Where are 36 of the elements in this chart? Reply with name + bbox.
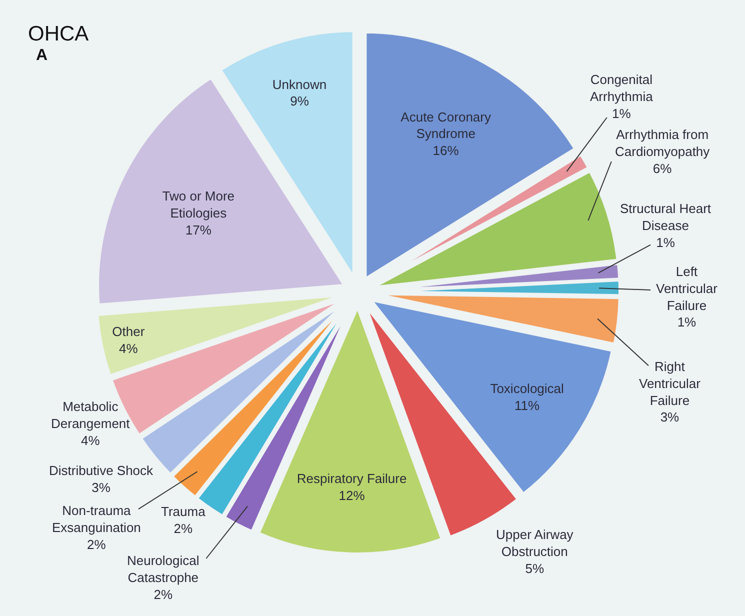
data-label: 1% (612, 106, 632, 121)
slice-label: Right Ventricular Failure (639, 359, 702, 408)
text: A (36, 47, 48, 64)
data-label: 1% (656, 234, 676, 250)
slice-label: Unknown (272, 76, 327, 92)
slice-label: Upper Airway Obstruction (496, 527, 574, 559)
data-label: 2% (154, 586, 173, 602)
slice-label: Two or More Etiologies (162, 188, 235, 220)
data-label: 2% (174, 520, 193, 536)
data-label: 17% (185, 222, 212, 238)
slice-label: Acute Coronary Syndrome (400, 109, 492, 142)
data-label: 16% (432, 143, 460, 158)
data-label: 4% (80, 432, 100, 448)
data-label: 1% (677, 314, 697, 330)
data-label: 9% (290, 94, 310, 109)
data-label: 5% (525, 560, 544, 576)
data-label: 3% (660, 410, 680, 425)
slice-label: Trauma (161, 504, 206, 519)
slice-label: Arrhythmia from Cardiomyopathy (615, 127, 710, 159)
slice-label: Distributive Shock (49, 463, 154, 478)
slice-label: Left Ventricular Failure (656, 264, 718, 313)
slice-label: Metabolic Derangement (51, 399, 130, 431)
slice-label: Other (112, 324, 146, 340)
chart-title: OHCA (28, 22, 89, 46)
data-label: 4% (119, 340, 138, 356)
data-label: 2% (87, 536, 106, 552)
data-label: 3% (92, 480, 111, 495)
slice-label: Structural Heart Disease (620, 201, 712, 233)
slice-label: Non-trauma Exsanguination (52, 503, 141, 535)
data-label: 11% (514, 398, 540, 413)
slice-label: Respiratory Failure (296, 470, 407, 486)
slice-label: Neurological Catastrophe (127, 553, 200, 585)
data-label: 12% (338, 488, 366, 503)
slice-label: Toxicological (490, 380, 564, 396)
data-label: 6% (652, 160, 672, 176)
slice-label: Congenital Arrhythmia (590, 72, 654, 104)
